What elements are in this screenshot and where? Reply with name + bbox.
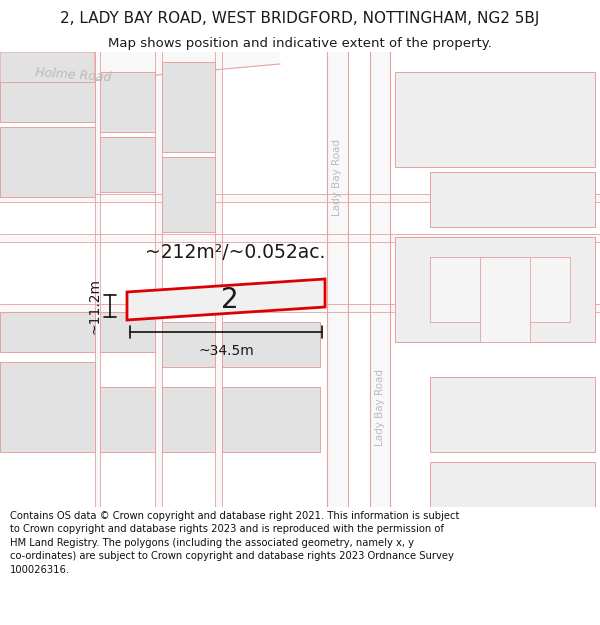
Polygon shape	[370, 52, 390, 507]
Text: ~34.5m: ~34.5m	[198, 344, 254, 358]
Polygon shape	[430, 257, 570, 322]
Polygon shape	[0, 194, 600, 202]
Polygon shape	[395, 72, 595, 167]
Polygon shape	[0, 312, 95, 352]
Polygon shape	[222, 387, 320, 452]
Text: Holme Road: Holme Road	[35, 66, 112, 84]
Polygon shape	[162, 157, 215, 232]
Polygon shape	[0, 234, 600, 242]
Polygon shape	[100, 72, 155, 132]
Polygon shape	[430, 377, 595, 452]
Polygon shape	[100, 312, 155, 352]
Text: Contains OS data © Crown copyright and database right 2021. This information is : Contains OS data © Crown copyright and d…	[10, 511, 459, 575]
Polygon shape	[127, 279, 325, 320]
Polygon shape	[162, 322, 215, 367]
Text: 2, LADY BAY ROAD, WEST BRIDGFORD, NOTTINGHAM, NG2 5BJ: 2, LADY BAY ROAD, WEST BRIDGFORD, NOTTIN…	[61, 11, 539, 26]
Polygon shape	[430, 462, 595, 507]
Polygon shape	[100, 137, 155, 192]
Polygon shape	[0, 52, 280, 89]
Polygon shape	[0, 304, 600, 312]
Polygon shape	[0, 362, 95, 452]
Polygon shape	[327, 52, 348, 507]
Polygon shape	[100, 387, 155, 452]
Polygon shape	[162, 62, 215, 152]
Text: Lady Bay Road: Lady Bay Road	[332, 139, 342, 216]
Polygon shape	[162, 387, 215, 452]
Polygon shape	[395, 237, 595, 342]
Polygon shape	[222, 322, 320, 367]
Text: ~11.2m: ~11.2m	[88, 278, 102, 334]
Polygon shape	[155, 52, 162, 507]
Polygon shape	[480, 257, 530, 342]
Text: Map shows position and indicative extent of the property.: Map shows position and indicative extent…	[108, 38, 492, 51]
Polygon shape	[0, 82, 95, 122]
Polygon shape	[215, 52, 222, 507]
Polygon shape	[95, 52, 100, 507]
Text: 2: 2	[221, 286, 239, 314]
Polygon shape	[0, 52, 95, 99]
Text: ~212m²/~0.052ac.: ~212m²/~0.052ac.	[145, 242, 325, 261]
Text: Lady Bay Road: Lady Bay Road	[375, 369, 385, 446]
Polygon shape	[0, 127, 95, 197]
Polygon shape	[430, 172, 595, 227]
